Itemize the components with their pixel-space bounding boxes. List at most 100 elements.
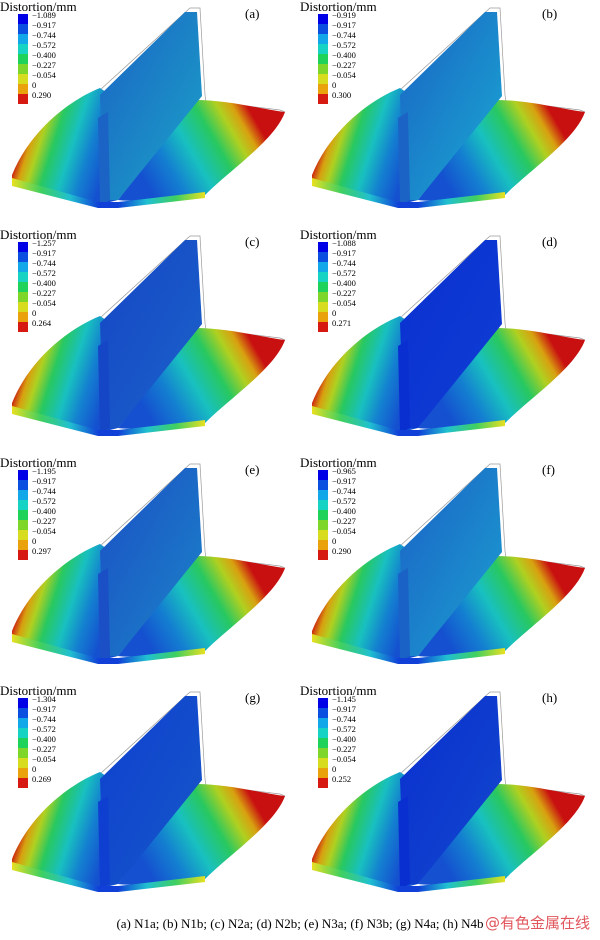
legend-swatch	[18, 262, 28, 272]
panel-letter: (g)	[245, 690, 261, 705]
legend-swatch	[18, 322, 28, 332]
undeformed-outline	[99, 7, 286, 113]
panel-letter: (d)	[542, 234, 558, 249]
web-plate	[100, 468, 202, 656]
legend-label: −0.917	[332, 476, 356, 486]
legend-swatch	[18, 272, 28, 282]
front-edge	[12, 178, 205, 208]
legend-label: −0.400	[32, 278, 56, 288]
panel-letter: (h)	[542, 690, 558, 705]
legend-swatch	[318, 14, 328, 24]
undeformed-outline	[99, 691, 286, 797]
legend-swatch	[318, 768, 328, 778]
legend-swatch	[18, 490, 28, 500]
panel-e: Distortion/mm (e) −1.195 −0.917 −0.744 −0.572…	[0, 456, 300, 684]
web-column	[98, 796, 110, 889]
right-flange	[118, 100, 285, 201]
legend-label: −0.917	[32, 20, 56, 30]
fe-model-contour	[12, 7, 286, 208]
right-flange	[118, 556, 285, 657]
legend-swatch	[18, 470, 28, 480]
legend-label: −0.227	[32, 744, 56, 754]
web-column	[98, 568, 110, 661]
legend-label: −1.088	[332, 238, 356, 248]
legend-label: 0	[32, 80, 37, 90]
legend-label: −0.744	[32, 714, 56, 724]
legend-label: 0	[332, 764, 337, 774]
legend-swatch	[18, 74, 28, 84]
legend-label: 0.264	[32, 318, 52, 328]
legend-swatch	[18, 758, 28, 768]
legend-label: 0	[332, 536, 337, 546]
web-column	[98, 340, 110, 433]
legend-swatch	[318, 520, 328, 530]
legend-swatch	[318, 44, 328, 54]
legend-swatch	[18, 292, 28, 302]
web-column	[398, 340, 410, 433]
legend-swatch	[18, 510, 28, 520]
panel-h: Distortion/mm (h) −1.145 −0.917 −0.744 −0.572…	[300, 684, 600, 912]
fe-model-contour	[312, 691, 586, 892]
panel-d: Distortion/mm (d) −1.088 −0.917 −0.744 −0.572…	[300, 228, 600, 456]
legend-swatch	[318, 758, 328, 768]
legend-label: −0.400	[32, 50, 56, 60]
panel-b: Distortion/mm (b) −0.919 −0.917 −0.744 −0.572…	[300, 0, 600, 228]
legend-label: −0.917	[332, 20, 356, 30]
web-column	[98, 112, 110, 205]
left-flange	[12, 88, 118, 205]
legend-swatch	[318, 302, 328, 312]
legend-swatch	[318, 64, 328, 74]
legend-swatch	[318, 738, 328, 748]
legend-swatch	[18, 94, 28, 104]
legend-label: 0.271	[332, 318, 352, 328]
legend-label: −0.572	[332, 40, 356, 50]
legend-label: −0.054	[32, 754, 56, 764]
front-edge	[12, 862, 205, 892]
legend-label: −0.744	[332, 258, 356, 268]
fe-model-contour	[12, 235, 286, 436]
figure-caption: (a) N1a; (b) N1b; (c) N2a; (d) N2b; (e) …	[116, 916, 484, 931]
legend-swatch	[18, 252, 28, 262]
legend-label: −0.227	[332, 516, 356, 526]
legend-label: −1.089	[32, 10, 56, 20]
legend-label: −0.744	[32, 258, 56, 268]
legend-label: −0.917	[32, 704, 56, 714]
legend-label: −0.054	[332, 70, 356, 80]
legend-swatch	[18, 44, 28, 54]
panel-title: Distortion/mm	[0, 228, 77, 242]
legend-swatch	[318, 54, 328, 64]
legend-swatch	[318, 718, 328, 728]
legend-label: −0.227	[332, 60, 356, 70]
legend-swatch	[18, 728, 28, 738]
legend-swatch	[318, 550, 328, 560]
legend-swatch	[318, 510, 328, 520]
legend-label: −0.054	[32, 298, 56, 308]
legend-label: −0.744	[32, 30, 56, 40]
legend-label: −0.227	[332, 744, 356, 754]
legend-label: 0.252	[332, 774, 352, 784]
legend-label: −0.227	[332, 288, 356, 298]
legend-swatch	[318, 530, 328, 540]
legend-label: −0.917	[32, 248, 56, 258]
legend-label: −0.400	[32, 734, 56, 744]
legend-swatch	[318, 74, 328, 84]
legend-swatch	[318, 24, 328, 34]
legend-label: −1.257	[32, 238, 56, 248]
panel-letter: (a)	[245, 6, 260, 21]
legend-swatch	[18, 302, 28, 312]
legend-label: −0.744	[332, 486, 356, 496]
panel-a: Distortion/mm (a) −1.089 −0.917 −0.744 −0.572…	[0, 0, 300, 228]
legend-label: −0.744	[332, 714, 356, 724]
legend-swatch	[318, 480, 328, 490]
undeformed-outline	[99, 235, 286, 341]
legend-label: 0	[332, 80, 337, 90]
legend-label: 0	[332, 308, 337, 318]
legend-label: −0.227	[32, 516, 56, 526]
legend-swatch	[318, 728, 328, 738]
legend-swatch	[18, 708, 28, 718]
legend-swatch	[18, 64, 28, 74]
legend-swatch	[18, 24, 28, 34]
legend-swatch	[318, 490, 328, 500]
legend-swatch	[18, 312, 28, 322]
legend-swatch	[18, 500, 28, 510]
